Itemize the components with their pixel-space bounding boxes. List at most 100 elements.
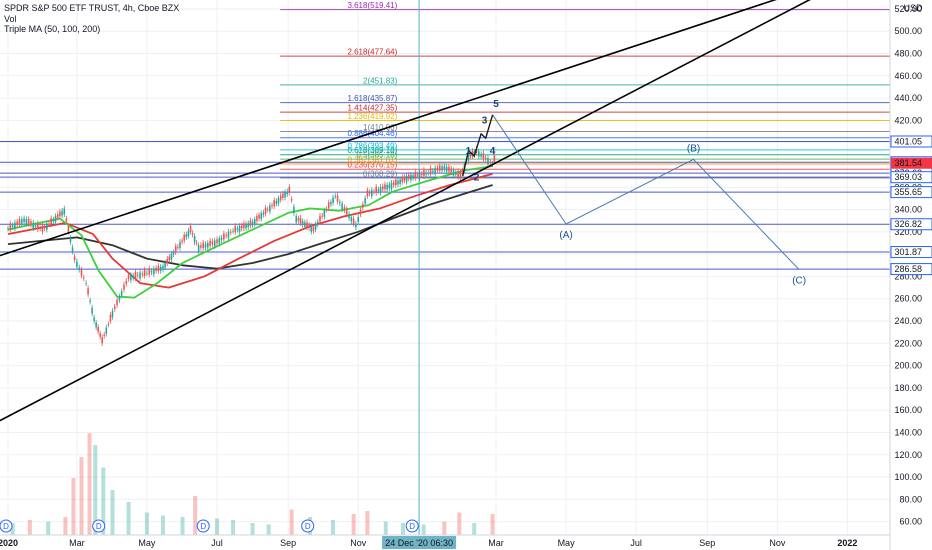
price-candle (127, 275, 130, 279)
price-candle (310, 226, 313, 232)
price-candle (153, 268, 155, 275)
price-candle (18, 219, 21, 224)
price-candle (332, 197, 334, 203)
time-axis[interactable]: 2020 Mar May Jul Sep Nov Mar May Jul Sep Nov 2022 24… (0, 534, 890, 549)
horizontal-levels[interactable] (0, 140, 890, 270)
price-candle (336, 195, 339, 202)
price-candle (434, 168, 436, 175)
abc-projection[interactable]: (A) (B) (C) (492, 114, 807, 287)
price-candle (172, 252, 175, 255)
price-candle (441, 166, 443, 171)
dividend-marker (0, 519, 13, 533)
price-axis[interactable]: 60.00 80.00 100.00 120.00 140.00 160.00 180.00… (889, 0, 932, 550)
price-axis-tick: 520.00 (894, 4, 922, 14)
price-candle (191, 233, 194, 235)
price-candle (109, 314, 112, 322)
ma200-line (7, 184, 493, 270)
volume-bar (421, 524, 426, 535)
price-candle (412, 175, 414, 178)
volume-bar (46, 521, 51, 535)
symbol-title[interactable]: SPDR S&P 500 ETF TRUST, 4h, Cboe BZX (4, 3, 180, 13)
price-candle (469, 154, 472, 157)
price-axis-tick: 180.00 (894, 383, 922, 393)
price-candle (89, 300, 91, 302)
crosshair-time-label: 24 Dec '20 06:30 (385, 538, 453, 548)
price-candle (312, 227, 315, 232)
price-candle (362, 204, 364, 208)
price-candle (193, 236, 196, 243)
price-candle (59, 211, 61, 217)
price-candle (304, 222, 306, 227)
price-candle (164, 262, 166, 268)
price-candle (48, 223, 50, 225)
price-axis-tick: 320.00 (894, 227, 922, 237)
price-candle (14, 222, 16, 229)
price-candle (120, 291, 123, 296)
price-candle (392, 182, 395, 185)
price-candle (91, 307, 93, 314)
price-candle (139, 272, 141, 279)
price-candle (395, 179, 397, 186)
dividend-marker (92, 519, 106, 533)
price-candle (420, 173, 423, 175)
triple-ma-indicator-label[interactable]: Triple MA (50, 100, 200) (4, 24, 101, 34)
price-candle (371, 189, 373, 197)
volume-indicator-label[interactable]: Vol (4, 13, 17, 24)
price-candle (9, 223, 12, 230)
price-candle (177, 246, 179, 248)
price-candle (125, 280, 128, 284)
price-candle (238, 225, 241, 232)
price-candle (386, 184, 388, 190)
price-candle (306, 222, 308, 228)
plot-background (0, 0, 890, 535)
trendline (0, 0, 777, 257)
price-candle (457, 171, 459, 178)
price-candle (200, 245, 202, 248)
volume-bar (110, 490, 115, 535)
fib-level-label: 0(368.29) (363, 170, 398, 179)
price-candle (157, 265, 160, 271)
elliott-wave-path (462, 114, 494, 177)
price-candle (245, 223, 247, 229)
volume-bar (289, 509, 294, 535)
price-candle (211, 241, 214, 245)
volume-bar (126, 502, 131, 535)
price-candle (236, 228, 239, 230)
trendlines[interactable] (0, 0, 852, 424)
volume-bar (351, 514, 356, 535)
price-candle (247, 223, 250, 228)
abc-projection-path (492, 114, 800, 271)
price-candle (111, 310, 114, 317)
price-candle (429, 168, 432, 175)
price-candle (288, 186, 291, 193)
fibonacci-extension[interactable]: 0(368.29)0.236(376.15)0.382(381.01)0.5(3… (280, 1, 890, 179)
price-series (7, 146, 496, 347)
price-candle (240, 225, 243, 229)
fib-level-label: 1(410.06) (363, 123, 398, 132)
volume-bar (401, 523, 406, 535)
time-axis-tick: 2020 (0, 538, 18, 548)
time-axis-tick: Mar (488, 538, 504, 548)
price-candle (162, 266, 164, 270)
volume-bar (71, 478, 76, 535)
price-axis-tick: 120.00 (894, 450, 922, 460)
volume-bar (231, 520, 236, 535)
price-candle (489, 161, 492, 163)
price-candle (63, 208, 66, 215)
volume-bar (490, 514, 495, 535)
price-candle (416, 174, 419, 176)
price-candle (478, 151, 480, 157)
price-candle (209, 240, 211, 246)
price-candle (480, 154, 482, 157)
price-candle (187, 230, 190, 236)
level-label-box (890, 263, 932, 276)
price-candle (330, 202, 332, 205)
price-candle (216, 239, 218, 244)
price-candle (249, 220, 252, 226)
dividend-marker-label: D (409, 522, 415, 531)
price-candle (183, 234, 186, 241)
price-candle (314, 224, 317, 230)
price-candle (87, 288, 89, 295)
